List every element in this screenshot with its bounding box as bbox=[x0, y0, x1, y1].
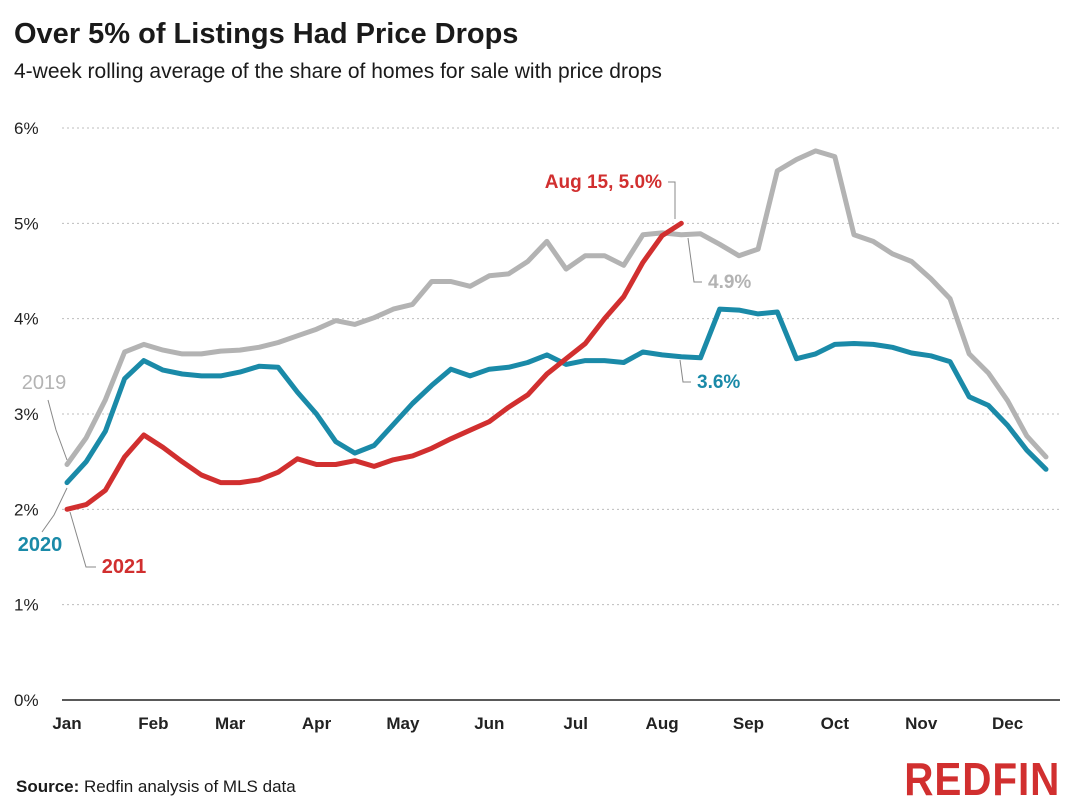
gridlines bbox=[62, 127, 1060, 606]
annotation-leader bbox=[69, 511, 96, 568]
annotation-leader bbox=[687, 237, 702, 283]
chart-subtitle: 4-week rolling average of the share of h… bbox=[14, 60, 662, 83]
x-tick-label: Feb bbox=[138, 714, 168, 733]
annotation-leader bbox=[41, 487, 68, 533]
annotation-leader bbox=[679, 359, 691, 383]
x-tick-label: Mar bbox=[215, 714, 246, 733]
series-line-2021 bbox=[64, 220, 684, 512]
chart-title: Over 5% of Listings Had Price Drops bbox=[14, 18, 519, 50]
series-lines bbox=[64, 148, 1049, 512]
annotation-labels: Aug 15, 5.0% 4.9% 3.6% 2019 2020 2021 bbox=[18, 172, 752, 578]
annotation-label: 4.9% bbox=[708, 272, 751, 293]
annotation-label: Aug 15, 5.0% bbox=[545, 172, 662, 193]
source-text: Redfin analysis of MLS data bbox=[84, 777, 296, 796]
source-note: Source: Redfin analysis of MLS data bbox=[16, 777, 296, 797]
redfin-logo: REDFIN bbox=[904, 753, 1060, 805]
x-tick-label: Dec bbox=[992, 714, 1023, 733]
y-tick-label: 6% bbox=[14, 119, 39, 138]
y-tick-label: 1% bbox=[14, 596, 39, 615]
y-tick-label: 0% bbox=[14, 691, 39, 710]
series-line-2019 bbox=[64, 148, 1049, 467]
x-tick-label: Sep bbox=[733, 714, 764, 733]
y-tick-label: 4% bbox=[14, 310, 39, 329]
annotation-leader bbox=[668, 181, 676, 219]
annotation-label: 3.6% bbox=[697, 372, 740, 393]
annotation-label: 2019 bbox=[22, 372, 67, 394]
axes: 0% 1% 2% 3% 4% 5% 6% Jan Feb Mar Apr May Jun Jul Aug Se… bbox=[14, 119, 1060, 733]
annotation-leader bbox=[47, 399, 68, 461]
x-tick-label: Jun bbox=[474, 714, 504, 733]
y-tick-label: 5% bbox=[14, 214, 39, 233]
y-tick-label: 2% bbox=[14, 500, 39, 519]
x-tick-label: May bbox=[386, 714, 420, 733]
annotation-label: 2021 bbox=[102, 556, 147, 578]
x-tick-label: Apr bbox=[302, 714, 332, 733]
callout-leaders bbox=[41, 181, 702, 568]
x-tick-label: Nov bbox=[905, 714, 938, 733]
annotation-label: 2020 bbox=[18, 534, 63, 556]
x-tick-label: Jan bbox=[52, 714, 81, 733]
x-tick-label: Aug bbox=[646, 714, 679, 733]
x-tick-label: Jul bbox=[563, 714, 588, 733]
y-tick-label: 3% bbox=[14, 405, 39, 424]
source-label: Source: bbox=[16, 777, 80, 796]
x-tick-label: Oct bbox=[821, 714, 850, 733]
series-line-2020 bbox=[64, 306, 1049, 486]
